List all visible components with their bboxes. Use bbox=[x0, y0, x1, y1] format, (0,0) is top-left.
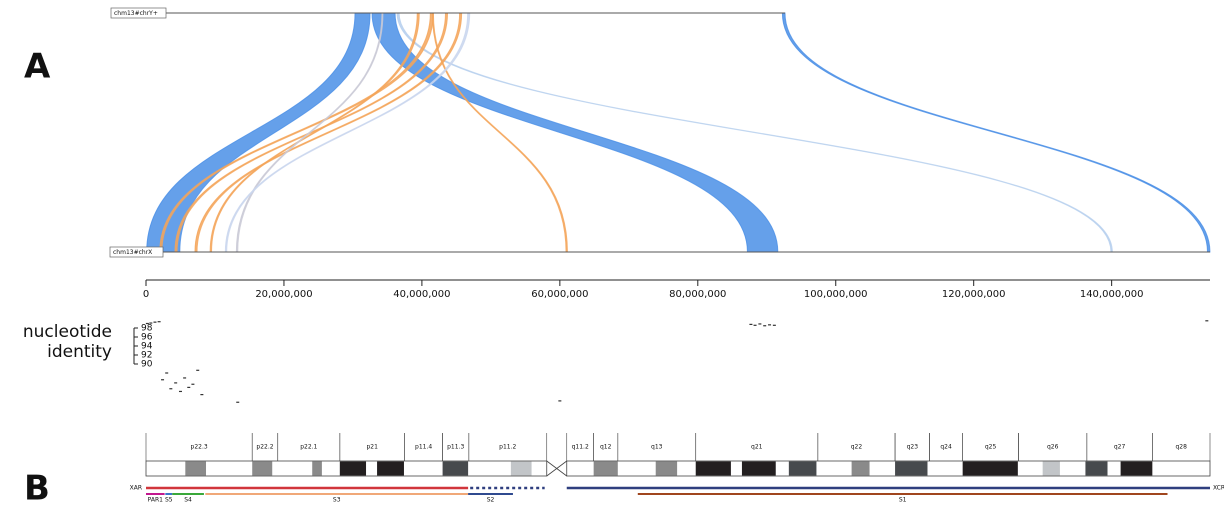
band-label: q25 bbox=[985, 444, 997, 451]
centromere bbox=[546, 460, 567, 477]
y-tick-label: 90 bbox=[141, 360, 153, 370]
band-stain bbox=[695, 461, 731, 476]
stratum-label: S1 bbox=[899, 497, 907, 504]
track-label: chm13#chrX bbox=[113, 249, 152, 256]
point bbox=[153, 321, 157, 323]
band-stain bbox=[377, 461, 404, 476]
alignment-ribbon bbox=[781, 12, 1211, 253]
band-stain bbox=[1042, 461, 1060, 476]
point bbox=[183, 377, 187, 379]
y-tick-label: 98 bbox=[141, 324, 153, 334]
band-stain bbox=[339, 461, 367, 476]
band-label: q13 bbox=[651, 444, 663, 451]
band-label: q28 bbox=[1175, 444, 1187, 451]
point bbox=[157, 321, 161, 323]
band-stain bbox=[1085, 461, 1108, 476]
alignment-ribbon bbox=[371, 12, 779, 253]
band-stain bbox=[741, 461, 776, 476]
band-label: p22.2 bbox=[256, 444, 273, 451]
point bbox=[768, 324, 772, 326]
y-tick-label: 94 bbox=[141, 342, 153, 352]
point bbox=[772, 324, 776, 326]
panel-label: A bbox=[24, 47, 51, 87]
stratum-label: S5 bbox=[165, 497, 173, 504]
band-stain bbox=[510, 461, 532, 476]
point bbox=[749, 323, 753, 325]
region-label: XCR bbox=[1213, 485, 1224, 492]
band-stain bbox=[1120, 461, 1153, 476]
band-stain bbox=[851, 461, 870, 476]
x-tick-label: 0 bbox=[143, 289, 149, 300]
x-tick-label: 80,000,000 bbox=[669, 289, 726, 300]
band-label: p11.3 bbox=[447, 444, 464, 451]
band-label: q21 bbox=[751, 444, 763, 451]
stratum-label: S3 bbox=[333, 497, 341, 504]
y-axis-label: nucleotide identity bbox=[22, 322, 112, 362]
stratum-label: S4 bbox=[184, 497, 192, 504]
point bbox=[236, 401, 240, 403]
point bbox=[165, 372, 169, 374]
band-label: p22.1 bbox=[300, 444, 317, 451]
band-label: p11.2 bbox=[499, 444, 516, 451]
band-label: q26 bbox=[1047, 444, 1059, 451]
band-label: q22 bbox=[851, 444, 863, 451]
x-tick-label: 20,000,000 bbox=[255, 289, 312, 300]
band-label: q24 bbox=[940, 444, 952, 451]
point bbox=[187, 386, 191, 388]
region-label: XAR bbox=[130, 485, 142, 492]
band-stain bbox=[312, 461, 322, 476]
x-tick-label: 60,000,000 bbox=[531, 289, 588, 300]
band-stain bbox=[185, 461, 207, 476]
band-stain bbox=[252, 461, 273, 476]
band-stain bbox=[962, 461, 1018, 476]
point bbox=[174, 382, 178, 384]
band-label: p22.3 bbox=[191, 444, 208, 451]
band-label: q27 bbox=[1114, 444, 1126, 451]
point bbox=[1205, 320, 1209, 322]
band-stain bbox=[655, 461, 678, 476]
y-tick-label: 96 bbox=[141, 333, 153, 343]
band-stain bbox=[895, 461, 928, 476]
point bbox=[145, 322, 149, 325]
band-label: q23 bbox=[907, 444, 919, 451]
point bbox=[763, 325, 767, 327]
alignment-ribbon bbox=[146, 12, 371, 253]
point bbox=[191, 383, 195, 385]
band-label: q11.2 bbox=[572, 444, 589, 451]
point bbox=[161, 379, 165, 381]
x-tick-label: 140,000,000 bbox=[1080, 289, 1144, 300]
point bbox=[178, 390, 182, 393]
track-label: chm13#chrY+ bbox=[114, 10, 158, 17]
y-tick-label: 92 bbox=[141, 351, 152, 361]
x-tick-label: 100,000,000 bbox=[804, 289, 868, 300]
band-label: p21 bbox=[367, 444, 379, 451]
track-label-box bbox=[110, 7, 167, 19]
point bbox=[200, 394, 204, 396]
band-label: q12 bbox=[600, 444, 612, 451]
band-stain bbox=[442, 461, 469, 476]
track-label-box bbox=[109, 246, 164, 258]
stratum-label: S2 bbox=[487, 497, 495, 504]
point bbox=[196, 369, 200, 371]
point bbox=[758, 323, 762, 325]
stratum-label: PAR1 bbox=[148, 497, 164, 504]
panel-label: B bbox=[24, 469, 50, 509]
point bbox=[558, 400, 562, 402]
band-stain bbox=[593, 461, 618, 476]
point bbox=[169, 388, 173, 390]
x-tick-label: 120,000,000 bbox=[942, 289, 1006, 300]
band-label: p11.4 bbox=[415, 444, 432, 451]
x-tick-label: 40,000,000 bbox=[393, 289, 450, 300]
point bbox=[753, 324, 757, 326]
point bbox=[149, 322, 153, 324]
band-stain bbox=[788, 461, 817, 476]
